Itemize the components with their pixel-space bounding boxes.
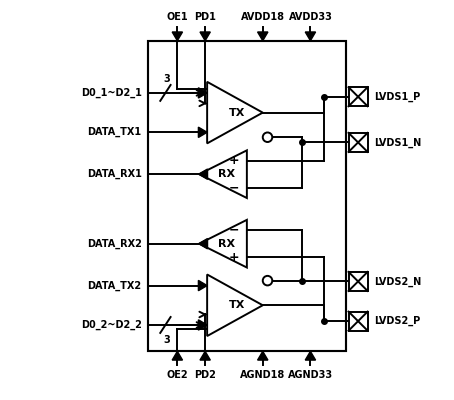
Text: TX: TX (229, 300, 245, 310)
Polygon shape (199, 238, 207, 249)
Text: OE1: OE1 (167, 12, 188, 22)
Polygon shape (198, 127, 207, 138)
Text: TX: TX (229, 108, 245, 118)
Polygon shape (207, 82, 263, 143)
Polygon shape (172, 32, 183, 41)
Polygon shape (305, 32, 316, 41)
Text: DATA_RX1: DATA_RX1 (87, 169, 142, 179)
Text: LVDS2_N: LVDS2_N (374, 276, 421, 286)
Text: +: + (229, 154, 239, 167)
Polygon shape (172, 351, 183, 360)
Text: 3: 3 (163, 335, 170, 345)
Text: D0_1~D2_1: D0_1~D2_1 (81, 88, 142, 98)
Polygon shape (198, 88, 207, 98)
Text: AGND33: AGND33 (288, 370, 333, 380)
Text: DATA_RX2: DATA_RX2 (87, 238, 142, 249)
Text: RX: RX (218, 169, 236, 179)
Text: DATA_TX1: DATA_TX1 (88, 127, 142, 138)
Bar (349, 312, 368, 331)
Bar (349, 133, 368, 152)
Text: PD1: PD1 (194, 12, 216, 22)
Polygon shape (305, 351, 316, 360)
Text: −: − (229, 224, 239, 237)
Bar (148, 41, 346, 351)
Polygon shape (199, 220, 247, 268)
Bar (349, 87, 368, 106)
Polygon shape (199, 169, 207, 179)
Polygon shape (207, 274, 263, 336)
Text: RX: RX (218, 239, 236, 249)
Text: AVDD18: AVDD18 (241, 12, 285, 22)
Text: PD2: PD2 (194, 370, 216, 380)
Polygon shape (257, 32, 268, 41)
Text: LVDS1_N: LVDS1_N (374, 137, 421, 148)
Text: OE2: OE2 (167, 370, 188, 380)
Text: −: − (229, 181, 239, 194)
Polygon shape (198, 320, 207, 330)
Text: 3: 3 (163, 74, 170, 84)
Circle shape (263, 132, 272, 142)
Polygon shape (200, 32, 210, 41)
Bar (148, 41, 346, 351)
Text: AVDD33: AVDD33 (288, 12, 332, 22)
Text: +: + (229, 250, 239, 264)
Bar (349, 272, 368, 291)
Text: LVDS2_P: LVDS2_P (374, 316, 420, 326)
Text: DATA_TX2: DATA_TX2 (88, 280, 142, 291)
Text: D0_2~D2_2: D0_2~D2_2 (81, 320, 142, 330)
Polygon shape (200, 351, 210, 360)
Text: LVDS1_P: LVDS1_P (374, 92, 420, 102)
Text: AGND18: AGND18 (240, 370, 286, 380)
Polygon shape (199, 150, 247, 198)
Polygon shape (198, 280, 207, 291)
Circle shape (263, 276, 272, 286)
Polygon shape (257, 351, 268, 360)
